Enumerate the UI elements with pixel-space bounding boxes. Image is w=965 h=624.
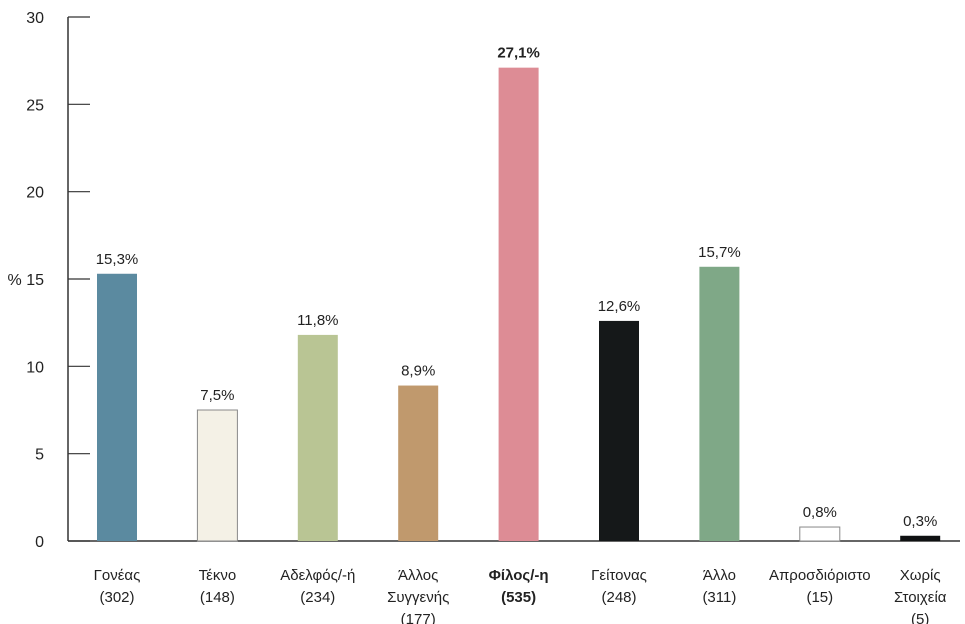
category-label-line: (302)	[99, 589, 134, 606]
category-label-line: Άλλος	[398, 567, 438, 584]
category-label-line: (5)	[911, 611, 929, 624]
bar-8	[799, 526, 841, 542]
category-label: Άλλο (311)	[702, 567, 736, 606]
y-tick-label: 30	[26, 10, 44, 27]
category-label: Αδελφός/-ή (234)	[280, 567, 355, 606]
category-label-line: (148)	[200, 589, 235, 606]
data-label: 0,3%	[903, 513, 937, 530]
category-label: Απροσδιόριστο (15)	[769, 567, 871, 606]
category-label-line: Φίλος/-η	[489, 567, 549, 584]
data-label: 27,1%	[497, 45, 540, 62]
data-label: 12,6%	[598, 298, 641, 315]
category-label: Άλλος Συγγενής (177)	[387, 567, 449, 624]
category-label-line: Στοιχεία	[894, 589, 947, 606]
y-tick-label: 25	[26, 97, 44, 114]
data-label: 15,7%	[698, 244, 741, 261]
category-label-line: (311)	[702, 589, 736, 606]
data-label: 15,3%	[96, 251, 139, 268]
category-label: Γονέας (302)	[94, 567, 141, 606]
category-label: Χωρίς Στοιχεία (5)	[894, 567, 947, 624]
category-label-line: (177)	[401, 611, 436, 624]
bar-2	[196, 409, 238, 542]
bar-6	[599, 320, 639, 541]
category-label-line: Συγγενής	[387, 589, 449, 606]
category-label-line: (234)	[300, 589, 335, 606]
category-label: Γείτονας (248)	[591, 567, 647, 606]
data-label: 7,5%	[200, 387, 234, 404]
y-tick-label: 10	[26, 359, 44, 376]
category-label-line: Τέκνο	[199, 567, 237, 584]
category-label: Τέκνο (148)	[199, 567, 237, 606]
category-label-line: Χωρίς	[900, 567, 941, 584]
data-label: 0,8%	[803, 504, 837, 521]
data-label: 11,8%	[297, 312, 338, 329]
category-label-line: Γείτονας	[591, 567, 647, 584]
bar-1	[97, 273, 137, 541]
bar-4	[398, 385, 439, 541]
bar-5	[498, 67, 539, 542]
bar-9	[900, 535, 941, 541]
y-tick-label: 20	[26, 185, 44, 202]
category-label-line: Απροσδιόριστο	[769, 567, 871, 584]
bar-3	[297, 334, 338, 541]
data-label: 8,9%	[401, 363, 435, 380]
category-label-line: Αδελφός/-ή	[280, 567, 355, 584]
category-label: Φίλος/-η (535)	[489, 567, 549, 606]
category-label-line: (15)	[806, 589, 833, 606]
category-label-line: Άλλο	[703, 567, 736, 584]
category-label-line: (535)	[501, 589, 536, 606]
y-tick-label: 0	[35, 534, 44, 551]
category-label-line: Γονέας	[94, 567, 141, 584]
category-label-line: (248)	[601, 589, 636, 606]
bar-7	[699, 266, 740, 541]
y-tick-label: 5	[35, 447, 44, 464]
y-tick-label: % 15	[8, 272, 45, 289]
